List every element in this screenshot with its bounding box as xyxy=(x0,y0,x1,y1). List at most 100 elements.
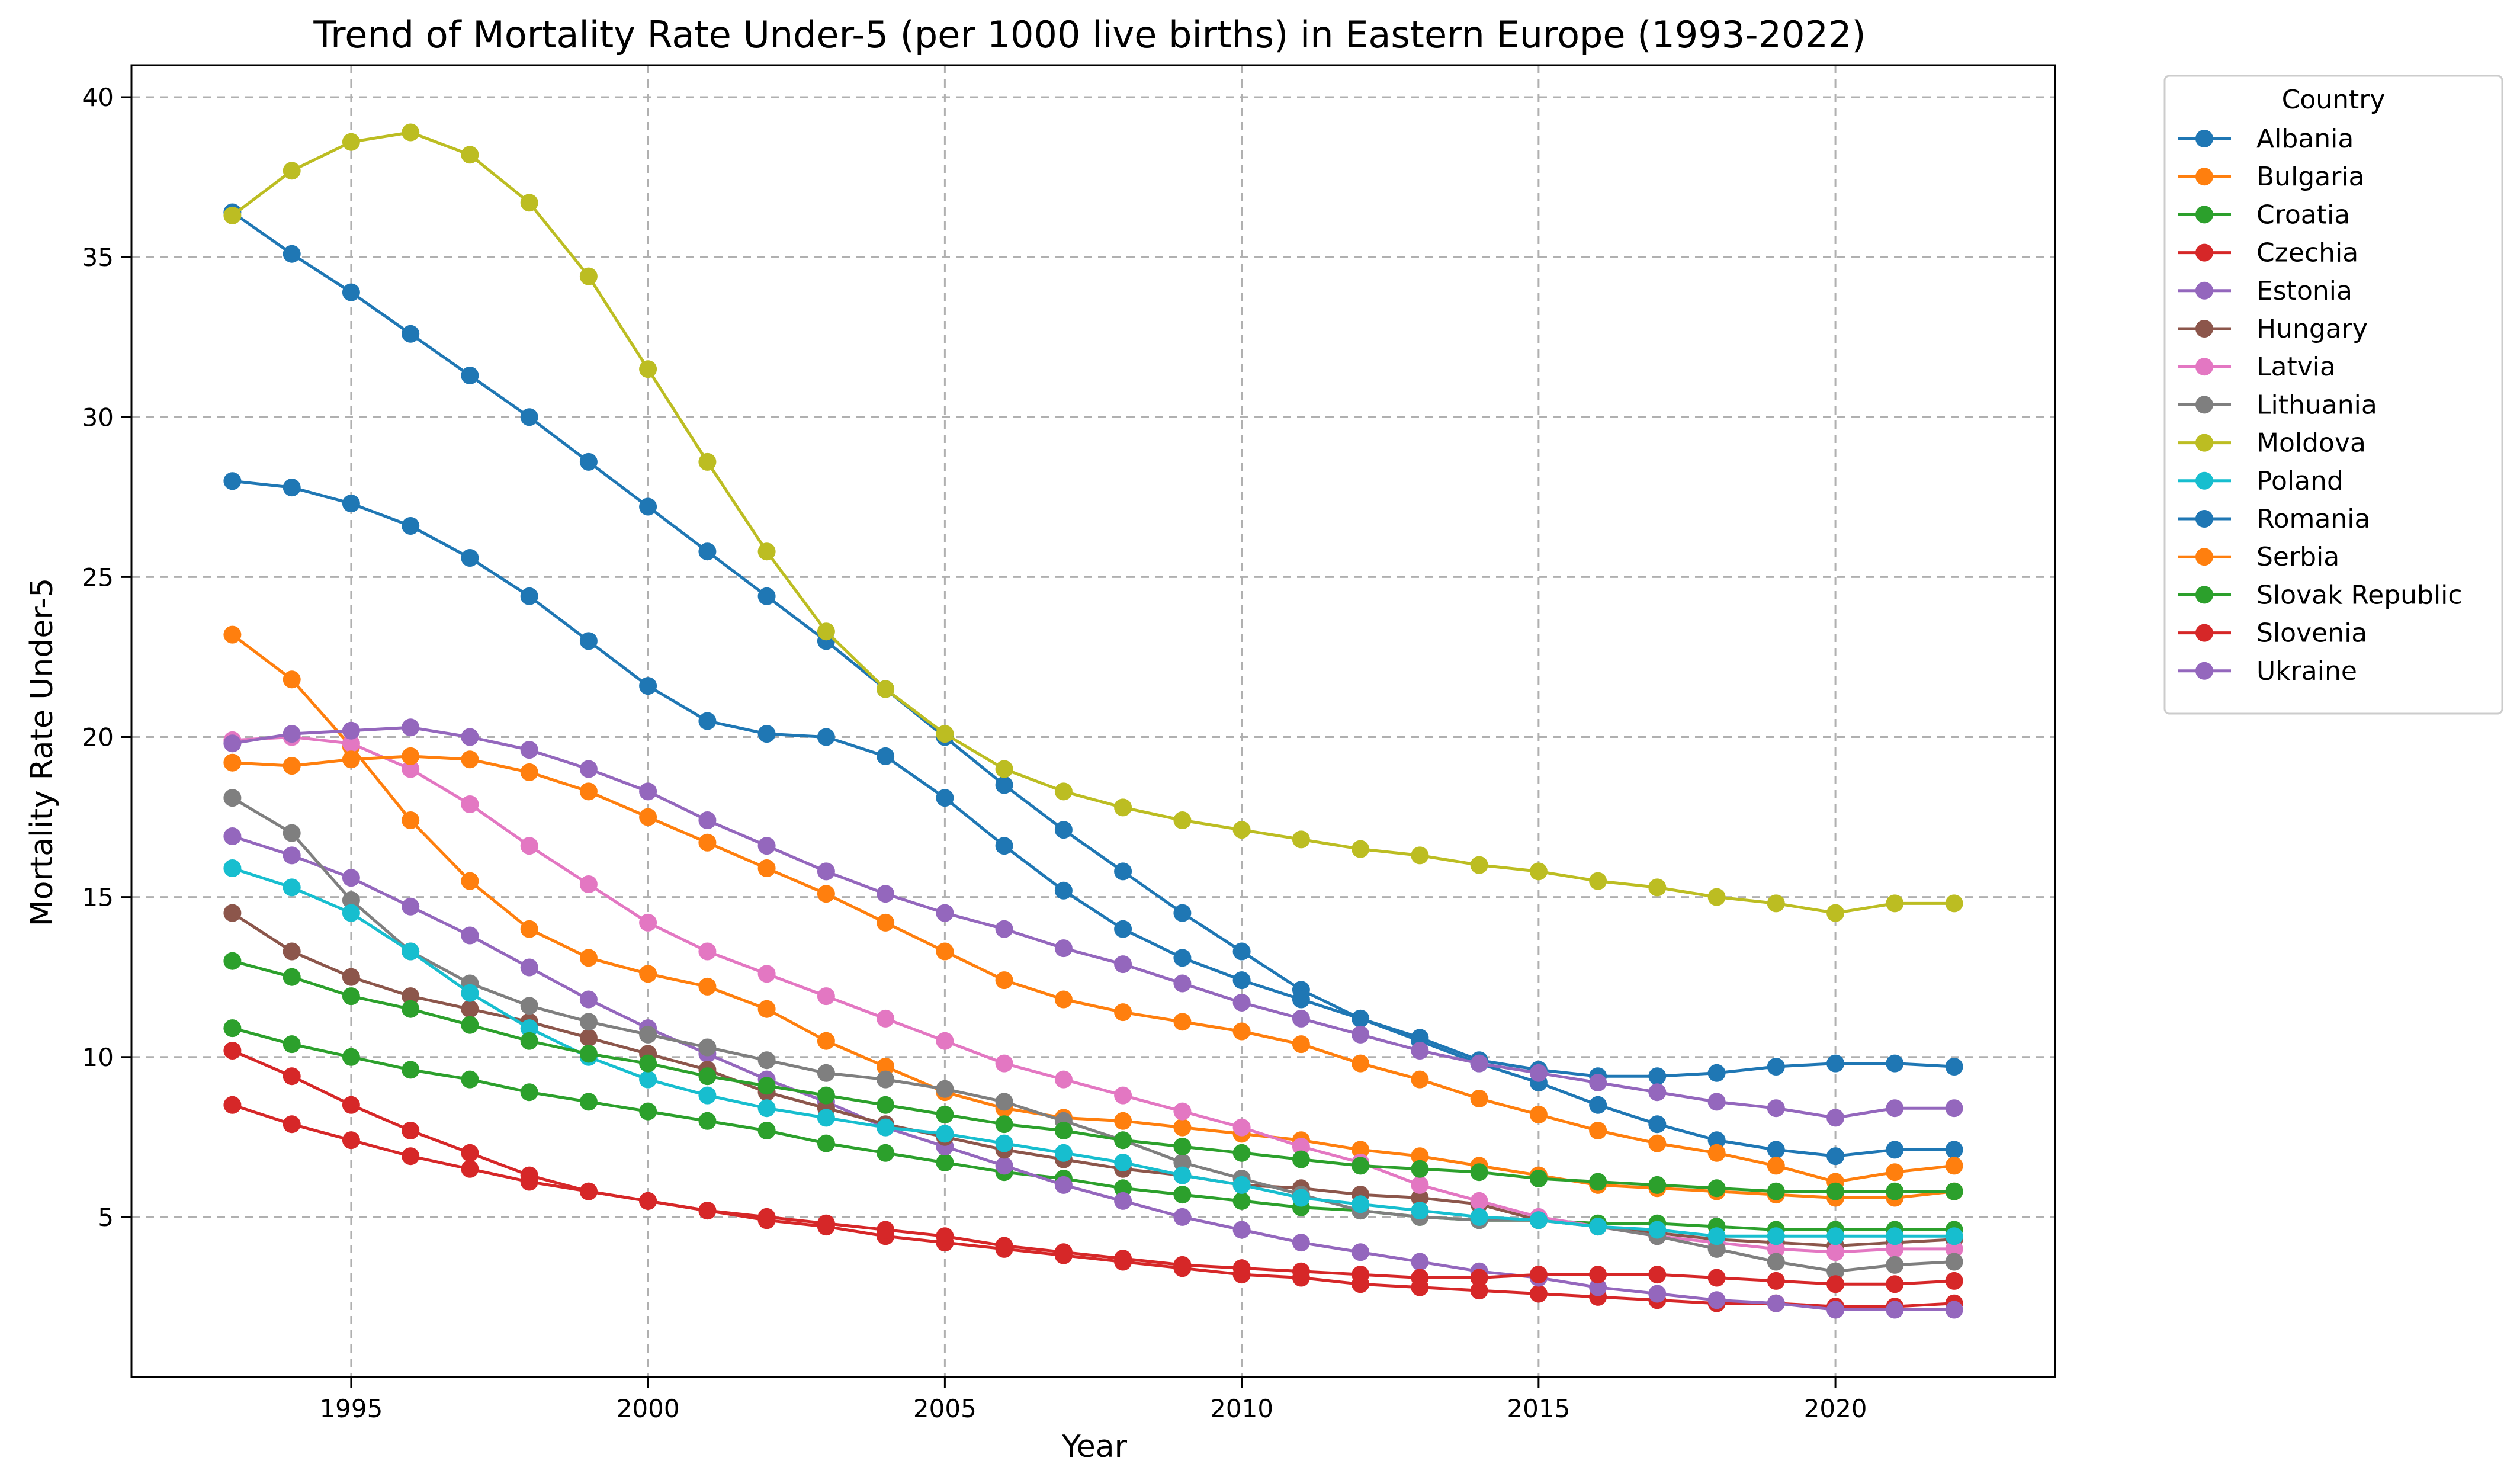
data-point xyxy=(877,1009,895,1028)
data-point xyxy=(342,1048,360,1066)
data-point xyxy=(995,1093,1013,1111)
data-point xyxy=(639,1102,657,1121)
x-tick-label: 2010 xyxy=(1210,1394,1273,1423)
data-point xyxy=(995,1054,1013,1073)
data-point xyxy=(223,472,242,490)
data-point xyxy=(1470,1192,1488,1210)
data-point xyxy=(995,1237,1013,1255)
data-point xyxy=(1173,1186,1192,1204)
data-point xyxy=(402,987,420,1006)
data-point xyxy=(579,875,598,893)
data-point xyxy=(1886,1240,1904,1258)
data-point xyxy=(757,859,776,877)
data-point xyxy=(342,133,360,151)
data-point xyxy=(1232,1022,1251,1041)
data-point xyxy=(1411,846,1429,865)
data-point xyxy=(579,1013,598,1031)
data-point xyxy=(1352,840,1370,858)
data-point xyxy=(402,747,420,765)
data-point xyxy=(936,1106,954,1123)
data-point xyxy=(1054,990,1073,1009)
data-point xyxy=(1470,1208,1488,1226)
data-point xyxy=(995,1134,1013,1152)
data-point xyxy=(757,1122,776,1139)
data-point xyxy=(1173,949,1192,967)
data-point xyxy=(461,1000,479,1018)
data-point xyxy=(1648,1067,1667,1086)
data-point xyxy=(1707,1144,1726,1162)
data-point xyxy=(1826,904,1845,922)
data-point xyxy=(402,897,420,916)
data-point xyxy=(995,776,1013,794)
data-point xyxy=(520,1032,538,1050)
data-point xyxy=(1173,1013,1192,1031)
data-point xyxy=(223,827,242,845)
data-point xyxy=(1114,1131,1132,1150)
data-point xyxy=(402,942,420,961)
data-point xyxy=(1589,1173,1607,1191)
series-slovenia xyxy=(223,1042,1963,1293)
series-poland xyxy=(223,859,1963,1245)
data-point xyxy=(342,495,360,513)
series-line-hungary xyxy=(232,911,1954,1247)
x-tick-label: 1995 xyxy=(319,1394,383,1423)
data-point xyxy=(817,862,835,881)
plot-frame xyxy=(130,64,2056,1378)
data-point xyxy=(1945,1301,1963,1319)
x-axis-label: Year xyxy=(1061,1429,1128,1465)
data-point xyxy=(461,367,479,384)
data-point xyxy=(639,965,657,983)
data-point xyxy=(1886,1141,1904,1159)
data-point xyxy=(1232,821,1251,839)
data-point xyxy=(1292,830,1310,849)
data-point xyxy=(1470,1090,1488,1107)
data-point xyxy=(1114,1179,1132,1198)
legend-swatch-marker xyxy=(2195,434,2213,452)
data-point xyxy=(817,728,835,746)
data-point xyxy=(1352,1243,1370,1261)
data-point xyxy=(639,1192,657,1210)
y-tick-label: 20 xyxy=(82,723,114,752)
data-point xyxy=(1707,1179,1726,1198)
data-point xyxy=(1352,1141,1370,1159)
data-point xyxy=(757,542,776,561)
legend-box xyxy=(2163,75,2503,715)
data-point xyxy=(1767,1227,1785,1245)
data-point xyxy=(579,990,598,1009)
data-point xyxy=(342,734,360,753)
data-point xyxy=(1707,1064,1726,1082)
data-point xyxy=(1292,1035,1310,1054)
data-point xyxy=(757,1051,776,1070)
data-point xyxy=(1886,1163,1904,1182)
data-point xyxy=(1114,798,1132,817)
data-point xyxy=(639,1025,657,1044)
data-point xyxy=(1411,1029,1429,1047)
data-point xyxy=(1707,1240,1726,1258)
data-point xyxy=(817,1134,835,1152)
data-point xyxy=(817,1032,835,1050)
legend-swatch-marker xyxy=(2195,320,2213,338)
data-point xyxy=(1648,1266,1667,1284)
data-point xyxy=(402,718,420,737)
data-point xyxy=(1826,1147,1845,1166)
data-point xyxy=(283,479,301,497)
series-line-slovenia xyxy=(232,1049,1954,1286)
data-point xyxy=(877,1144,895,1162)
data-point xyxy=(402,1061,420,1079)
data-point xyxy=(877,885,895,903)
data-point xyxy=(877,913,895,932)
data-point xyxy=(1114,1112,1132,1130)
data-point xyxy=(1945,1157,1963,1175)
data-point xyxy=(579,1093,598,1111)
data-point xyxy=(1945,1272,1963,1290)
data-point xyxy=(1826,1301,1845,1319)
data-point xyxy=(1886,1301,1904,1319)
data-point xyxy=(1173,1166,1192,1184)
data-point xyxy=(1173,1154,1192,1171)
data-point xyxy=(1886,1275,1904,1293)
series-line-lithuania xyxy=(232,797,1954,1273)
data-point xyxy=(1232,971,1251,990)
series-line-albania xyxy=(231,211,1954,1158)
legend-item-bulgaria: Bulgaria xyxy=(2178,162,2364,192)
